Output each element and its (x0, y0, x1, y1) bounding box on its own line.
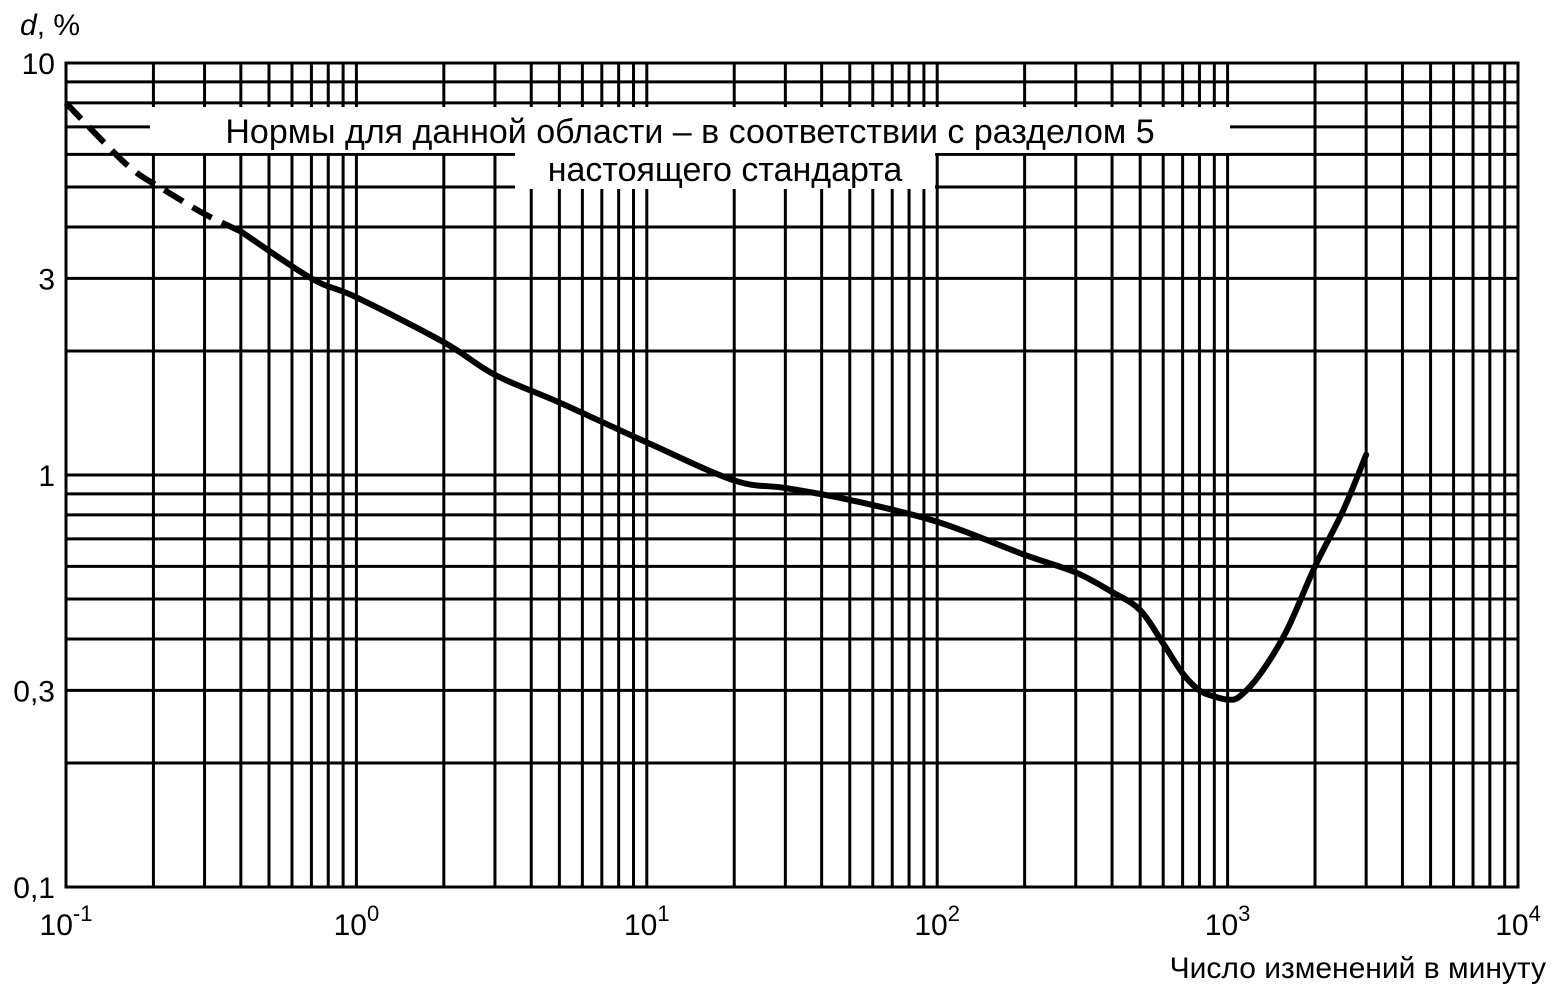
y-axis-unit: , % (37, 9, 80, 42)
series-dashed-line (63, 100, 243, 235)
plot-frame (64, 61, 1520, 889)
x-tick-base: 10 (40, 909, 73, 942)
x-axis-title: Число изменений в минуту (1170, 952, 1546, 985)
y-tick-label: 3 (38, 263, 55, 296)
x-tick-label: 103 (1205, 901, 1251, 942)
x-tick-base: 10 (334, 909, 367, 942)
y-tick-labels: 10 3 1 0,3 0,1 (13, 48, 55, 905)
annotation-line-2: настоящего стандарта (548, 151, 903, 189)
x-tick-exponent: 2 (948, 901, 960, 926)
x-tick-exponent: 1 (657, 901, 669, 926)
y-tick-label: 0,1 (13, 872, 55, 905)
x-tick-exponent: 3 (1238, 901, 1250, 926)
x-tick-exponent: -1 (73, 901, 93, 926)
x-tick-label: 104 (1495, 901, 1541, 942)
x-tick-exponent: 4 (1529, 901, 1541, 926)
x-tick-exponent: 0 (367, 901, 379, 926)
x-tick-base: 10 (1205, 909, 1238, 942)
x-tick-label: 102 (914, 901, 960, 942)
y-axis-title: d, % (20, 9, 80, 42)
annotation: Нормы для данной области – в соответстви… (150, 107, 1230, 189)
annotation-line-1: Нормы для данной области – в соответстви… (225, 113, 1154, 151)
series-group (63, 100, 1370, 703)
y-axis-variable: d (20, 9, 38, 42)
x-tick-base: 10 (1495, 909, 1528, 942)
y-tick-label: 10 (22, 48, 55, 81)
x-tick-label: 10-1 (40, 901, 93, 942)
x-tick-labels: 10-1 100 101 102 103 104 (40, 901, 1541, 942)
x-tick-label: 101 (624, 901, 670, 942)
annotation-line-1-background (150, 107, 1230, 153)
annotation-line-2-background (515, 151, 935, 189)
series-solid-line (237, 228, 1370, 703)
grid (66, 63, 1518, 887)
y-tick-label: 1 (38, 460, 55, 493)
x-tick-base: 10 (624, 909, 657, 942)
y-tick-label: 0,3 (13, 675, 55, 708)
x-tick-base: 10 (914, 909, 947, 942)
x-tick-label: 100 (334, 901, 380, 942)
